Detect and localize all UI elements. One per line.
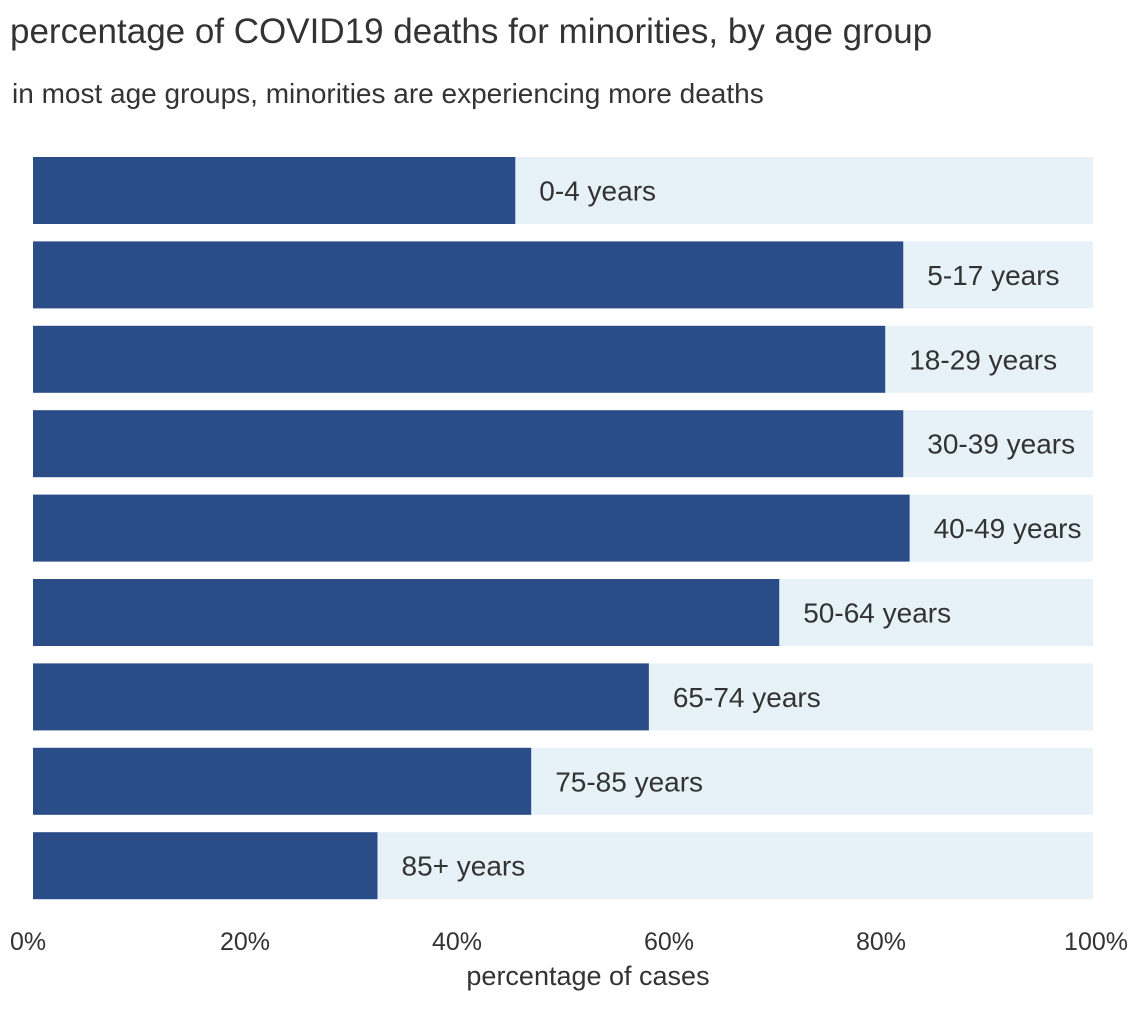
category-label: 65-74 years xyxy=(673,682,821,713)
x-axis-label: percentage of cases xyxy=(466,961,709,991)
bar xyxy=(33,747,532,815)
bar xyxy=(33,494,910,562)
category-label: 18-29 years xyxy=(909,344,1057,375)
category-labels-group: 0-4 years 5-17 years 18-29 years 30-39 year… xyxy=(402,176,1082,882)
bar xyxy=(33,157,516,224)
bar xyxy=(33,663,649,731)
category-label: 30-39 years xyxy=(927,429,1075,460)
category-label: 0-4 years xyxy=(539,176,656,207)
x-tick-label: 100% xyxy=(1064,928,1128,956)
category-label: 50-64 years xyxy=(803,598,951,629)
bars-group xyxy=(33,157,1093,900)
chart-title: percentage of COVID19 deaths for minorit… xyxy=(10,12,933,51)
category-label: 75-85 years xyxy=(555,766,703,797)
x-tick-label: 20% xyxy=(220,928,270,956)
x-tick-label: 0% xyxy=(10,928,46,956)
chart-subtitle: in most age groups, minorities are exper… xyxy=(12,78,764,109)
x-tick-label: 80% xyxy=(856,928,906,956)
category-label: 85+ years xyxy=(402,851,526,882)
bar xyxy=(33,325,886,393)
bar xyxy=(33,410,904,478)
bar xyxy=(33,241,904,309)
bar xyxy=(33,832,378,900)
category-label: 5-17 years xyxy=(927,260,1059,291)
x-tick-label: 40% xyxy=(432,928,482,956)
bar xyxy=(33,579,780,646)
x-tick-label: 60% xyxy=(644,928,694,956)
x-axis-ticks: 0% 20% 40% 60% 80% 100% xyxy=(10,928,1128,956)
category-label: 40-49 years xyxy=(934,513,1082,544)
